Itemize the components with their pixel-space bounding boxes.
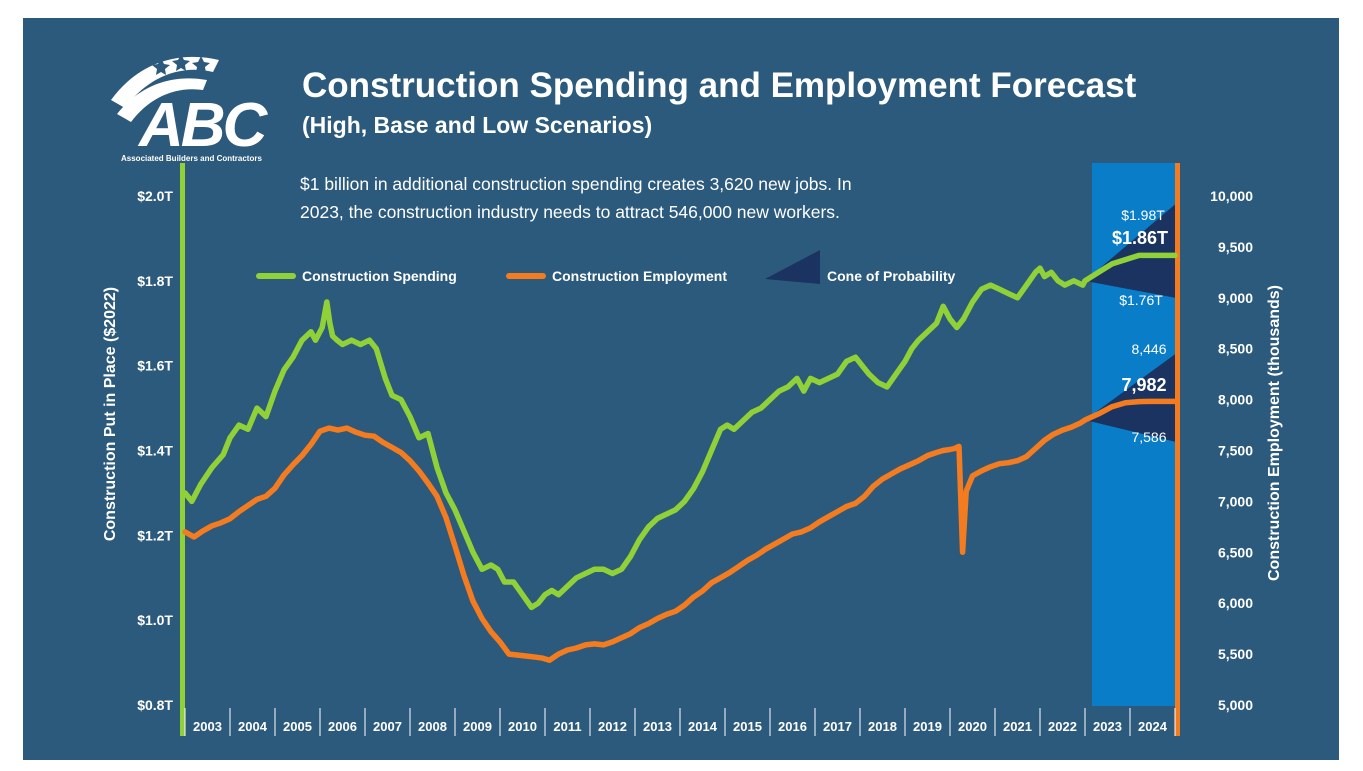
y-axis-left-label: Construction Put in Place ($2022) xyxy=(102,287,119,541)
cones-of-probability xyxy=(1085,204,1175,442)
y-tick-label: $0.8T xyxy=(137,697,173,713)
y-tick-label: $1.2T xyxy=(137,527,173,543)
x-tick-label: 2012 xyxy=(598,719,627,734)
logo-letters: ABC xyxy=(137,91,269,160)
annotation-employment-high: 8,446 xyxy=(1131,341,1166,357)
x-axis-separators xyxy=(184,708,1176,736)
x-tick-label: 2010 xyxy=(508,719,537,734)
series-lines xyxy=(182,252,1178,663)
logo-tagline: Associated Builders and Contractors xyxy=(121,154,262,163)
y2-tick-label: 8,500 xyxy=(1218,341,1253,357)
y2-tick-label: 5,500 xyxy=(1218,646,1253,662)
legend: Construction Spending Construction Emplo… xyxy=(256,250,956,284)
x-tick-label: 2005 xyxy=(283,719,312,734)
annotation-employment-base: 7,982 xyxy=(1121,375,1166,395)
y2-tick-label: 10,000 xyxy=(1210,188,1253,204)
y2-tick-label: 5,000 xyxy=(1218,697,1253,713)
x-tick-label: 2013 xyxy=(643,719,672,734)
series-line-employment xyxy=(182,398,1178,663)
page-title: Construction Spending and Employment For… xyxy=(302,66,1137,105)
x-tick-label: 2007 xyxy=(373,719,402,734)
y2-tick-label: 8,000 xyxy=(1218,392,1253,408)
legend-label-cone: Cone of Probability xyxy=(827,268,956,284)
cone-spending xyxy=(1085,204,1175,298)
x-tick-label: 2023 xyxy=(1093,719,1122,734)
y-tick-label: $2.0T xyxy=(137,188,173,204)
x-tick-label: 2020 xyxy=(958,719,987,734)
x-tick-label: 2022 xyxy=(1048,719,1077,734)
y-tick-label: $1.6T xyxy=(137,358,173,374)
y-tick-label: $1.8T xyxy=(137,273,173,289)
y2-tick-label: 6,500 xyxy=(1218,544,1253,560)
chart: 2003 2004 2005 2006 2007 2008 2009 2010 2011 2012… xyxy=(102,163,1283,736)
y-tick-label: $1.0T xyxy=(137,612,173,628)
abc-logo-icon: ABC Associated Builders and Contractors xyxy=(107,42,272,164)
x-tick-label: 2017 xyxy=(823,719,852,734)
x-tick-label: 2019 xyxy=(913,719,942,734)
annotation-employment-low: 7,586 xyxy=(1131,429,1166,445)
x-tick-label: 2008 xyxy=(418,719,447,734)
note-line-1: $1 billion in additional construction sp… xyxy=(300,174,852,194)
series-line-spending xyxy=(182,252,1178,611)
x-tick-label: 2003 xyxy=(193,719,222,734)
forecast-annotations: $1.98T $1.86T $1.76T 8,446 7,982 7,586 xyxy=(1112,207,1168,445)
legend-label-employment: Construction Employment xyxy=(552,268,727,284)
y2-tick-label: 6,000 xyxy=(1218,595,1253,611)
x-tick-label: 2011 xyxy=(553,719,581,734)
y-axis-right-label: Construction Employment (thousands) xyxy=(1266,285,1283,581)
x-tick-label: 2024 xyxy=(1138,719,1168,734)
page-subtitle: (High, Base and Low Scenarios) xyxy=(302,112,653,138)
y2-tick-label: 7,500 xyxy=(1218,443,1253,459)
x-tick-label: 2009 xyxy=(463,719,492,734)
infographic-frame: ABC Associated Builders and Contractors … xyxy=(23,18,1339,760)
x-tick-label: 2021 xyxy=(1003,719,1032,734)
annotation-spending-low: $1.76T xyxy=(1119,292,1163,308)
annotation-spending-base: $1.86T xyxy=(1112,228,1168,248)
cone-employment xyxy=(1085,354,1175,442)
y-axis-right-ticks: 5,000 5,500 6,000 6,500 7,000 7,500 8,000 8,500… xyxy=(1210,188,1253,713)
x-tick-label: 2006 xyxy=(328,719,357,734)
x-tick-label: 2015 xyxy=(733,719,762,734)
y-axis-left-ticks: $0.8T $1.0T $1.2T $1.4T $1.6T $1.8T $2.0T xyxy=(137,188,173,713)
note-line-2: 2023, the construction industry needs to… xyxy=(300,202,840,222)
x-axis-ticks: 2003 2004 2005 2006 2007 2008 2009 2010 2011 2012… xyxy=(193,719,1168,734)
legend-swatch-cone xyxy=(765,250,820,284)
y2-tick-label: 9,000 xyxy=(1218,290,1253,306)
annotation-spending-high: $1.98T xyxy=(1121,207,1165,223)
y2-tick-label: 7,000 xyxy=(1218,493,1253,509)
x-tick-label: 2004 xyxy=(238,719,268,734)
y-tick-label: $1.4T xyxy=(137,443,173,459)
legend-label-spending: Construction Spending xyxy=(302,268,457,284)
x-tick-label: 2014 xyxy=(688,719,718,734)
x-tick-label: 2016 xyxy=(778,719,807,734)
x-tick-label: 2018 xyxy=(868,719,897,734)
y2-tick-label: 9,500 xyxy=(1218,239,1253,255)
